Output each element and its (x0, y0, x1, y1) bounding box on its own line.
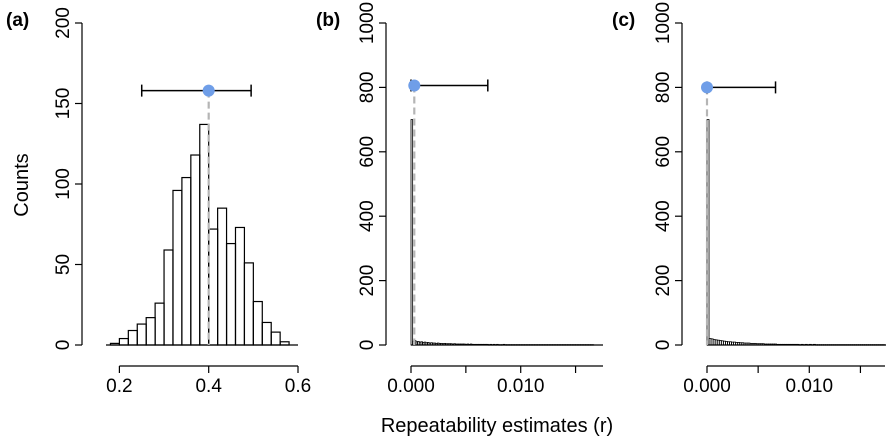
x-tick-label: 0.4 (195, 376, 222, 397)
histogram-bar (270, 331, 281, 346)
y-tick-label: 0 (53, 340, 74, 351)
histogram-bar (252, 300, 263, 346)
y-tick-label: 200 (357, 265, 378, 297)
y-tick-label: 100 (53, 168, 74, 200)
y-tick-label: 400 (357, 200, 378, 232)
histogram-bar (199, 123, 210, 346)
histogram-bar (225, 242, 237, 346)
histogram-bar (118, 337, 129, 346)
y-tick-label: 50 (53, 254, 74, 275)
histogram-bar (136, 323, 147, 346)
histogram-bar (163, 249, 174, 346)
x-tick-label: 0.2 (106, 376, 132, 397)
histogram-bar (261, 321, 272, 346)
confidence-interval (140, 84, 252, 97)
histogram-bar (410, 119, 414, 346)
y-axis: 0 50 100 150 200 (53, 7, 83, 351)
y-tick-label: 600 (653, 136, 674, 168)
panel-a: (a) 0 50 100 150 200 0.2 0.4 0.6 (6, 7, 311, 397)
y-tick-label: 600 (357, 136, 378, 168)
x-tick-label: 0.000 (683, 376, 731, 397)
y-tick-label: 800 (357, 72, 378, 104)
panel-b: (b) 0 200 400 600 800 1000 0.000 0.010 (316, 2, 603, 397)
point-estimate-marker (408, 79, 421, 92)
histogram-bar (208, 228, 219, 346)
y-tick-label: 0 (653, 340, 674, 351)
y-tick-label: 1000 (653, 2, 674, 44)
y-tick-label: 400 (653, 200, 674, 232)
x-axis-title: Repeatability estimates (r) (381, 415, 613, 437)
x-tick-label: 0.010 (786, 376, 834, 397)
x-tick-label: 0.6 (285, 376, 311, 397)
y-tick-label: 0 (357, 340, 378, 351)
histogram-bar (243, 262, 254, 346)
x-tick-label: 0.000 (387, 376, 435, 397)
y-tick-label: 1000 (357, 2, 378, 44)
histogram-bar (234, 226, 246, 346)
confidence-interval (706, 81, 777, 94)
panel-label-a: (a) (6, 10, 29, 31)
y-tick-label: 800 (653, 72, 674, 104)
y-tick-label: 200 (53, 7, 74, 39)
histogram-bar (154, 302, 165, 346)
y-tick-label: 150 (53, 88, 74, 120)
x-axis: 0.000 0.010 (683, 365, 885, 397)
histogram-bar (217, 207, 228, 346)
y-tick-label: 200 (653, 265, 674, 297)
point-estimate-marker (202, 84, 215, 97)
panel-label-c: (c) (612, 10, 635, 31)
confidence-interval (410, 79, 489, 92)
point-estimate-marker (701, 81, 713, 94)
histogram-bar (127, 329, 138, 346)
x-axis: 0.000 0.010 (387, 365, 603, 397)
histogram-bar (172, 189, 183, 346)
panel-label-b: (b) (316, 10, 340, 31)
panel-c: (c) 0 200 400 600 800 1000 0.000 0.010 (612, 2, 886, 397)
x-tick-label: 0.010 (497, 376, 545, 397)
histogram-bar (145, 317, 156, 346)
y-axis: 0 200 400 600 800 1000 (357, 2, 387, 351)
y-axis: 0 200 400 600 800 1000 (653, 2, 683, 351)
histogram-bar (181, 176, 192, 346)
x-axis: 0.2 0.4 0.6 (106, 365, 311, 397)
histogram-bar (190, 154, 201, 346)
y-axis-title: Counts (11, 153, 33, 216)
